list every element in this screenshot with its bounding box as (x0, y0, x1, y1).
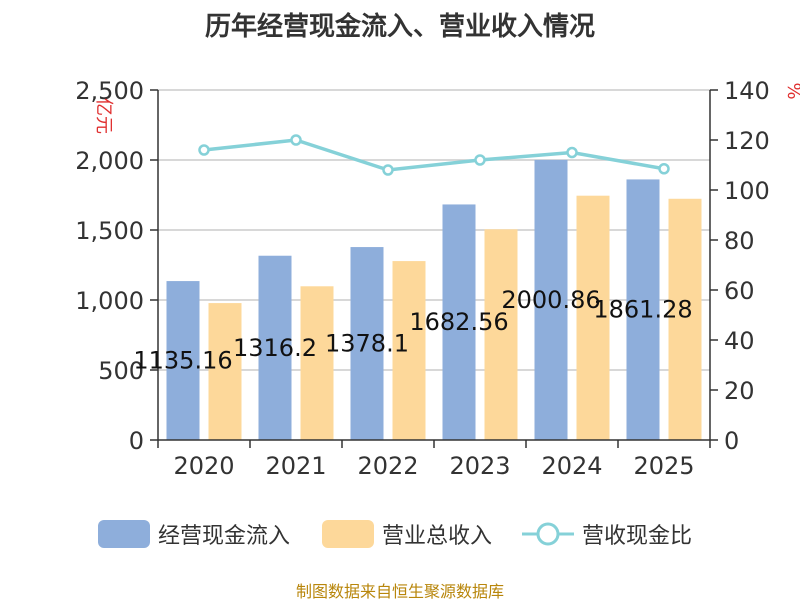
bar-value-label: 1316.2 (233, 334, 317, 362)
legend-label-ratio: 营收现金比 (582, 524, 693, 549)
left-axis-unit-label: 亿元 (93, 98, 114, 134)
chart-title: 历年经营现金流入、营业收入情况 (204, 12, 595, 42)
x-axis-tick-label: 2025 (633, 452, 694, 480)
left-axis-tick-label: 2,500 (75, 77, 144, 105)
ratio-point (474, 154, 486, 166)
right-axis-tick-label: 20 (724, 377, 755, 405)
bar-cash-inflow (534, 159, 568, 441)
x-axis-tick-label: 2022 (357, 452, 418, 480)
bar-value-label: 2000.86 (501, 286, 600, 314)
bar-value-label: 1135.16 (133, 347, 232, 375)
right-axis-tick-label: 0 (724, 427, 739, 455)
right-axis-tick-label: 120 (724, 127, 770, 155)
bar-revenue (208, 303, 242, 440)
ratio-point (566, 146, 578, 159)
source-note: 制图数据来自恒生聚源数据库 (295, 582, 504, 601)
legend-swatch-cash-inflow (98, 520, 150, 548)
right-axis-tick-label: 60 (724, 277, 755, 305)
grid-lines (158, 89, 710, 371)
ratio-line (203, 138, 665, 172)
legend-label-revenue: 营业总收入 (382, 524, 493, 549)
left-axis-tick-label: 1,500 (75, 217, 144, 245)
legend-item-revenue[interactable]: 营业总收入 (322, 514, 492, 554)
bar-revenue (300, 286, 334, 440)
left-axis-tick-label: 500 (98, 357, 144, 385)
bar-value-label: 1682.56 (409, 308, 508, 336)
legend-item-cash-inflow[interactable]: 经营现金流入 (98, 514, 290, 554)
bar-cash-inflow (442, 204, 476, 440)
bar-revenue (668, 198, 702, 440)
bar-group (166, 159, 702, 441)
axes: 0 500 1,000 1,500 2,000 2,500 0 20 40 60 80 100 120 1… (75, 77, 770, 480)
bar-cash-inflow (258, 255, 292, 440)
ratio-point (198, 144, 210, 156)
right-axis-tick-label: 100 (724, 177, 770, 205)
bar-revenue (484, 229, 518, 440)
left-axis-tick-label: 0 (129, 427, 144, 455)
legend-item-ratio[interactable]: 营收现金比 (522, 514, 692, 554)
bar-revenue (392, 261, 426, 440)
ratio-point (382, 164, 394, 176)
right-axis-tick-label: 140 (724, 77, 770, 105)
bar-value-label: 1861.28 (593, 296, 692, 324)
ratio-line-group (198, 134, 670, 176)
right-axis-unit-label: % (783, 82, 800, 99)
x-axis-tick-label: 2020 (173, 452, 234, 480)
bar-revenue (576, 195, 610, 440)
legend-line-ratio-icon (522, 520, 574, 548)
left-axis-tick-label: 2,000 (75, 147, 144, 175)
ratio-point (290, 134, 302, 146)
legend-swatch-revenue (322, 520, 374, 548)
legend-label-cash-inflow: 经营现金流入 (158, 524, 291, 549)
bar-value-label: 1378.1 (325, 330, 409, 358)
left-axis-tick-label: 1,000 (75, 287, 144, 315)
legend: 经营现金流入 营业总收入 营收现金比 (0, 514, 800, 554)
bar-cash-inflow (166, 281, 200, 440)
right-axis-tick-label: 40 (724, 327, 755, 355)
bar-cash-inflow (350, 247, 384, 440)
x-axis-tick-label: 2021 (265, 452, 326, 480)
right-axis-tick-label: 80 (724, 227, 755, 255)
bar-cash-inflow (626, 179, 660, 440)
ratio-point (658, 163, 670, 175)
x-axis-tick-label: 2023 (449, 452, 510, 480)
x-axis-tick-label: 2024 (541, 452, 602, 480)
